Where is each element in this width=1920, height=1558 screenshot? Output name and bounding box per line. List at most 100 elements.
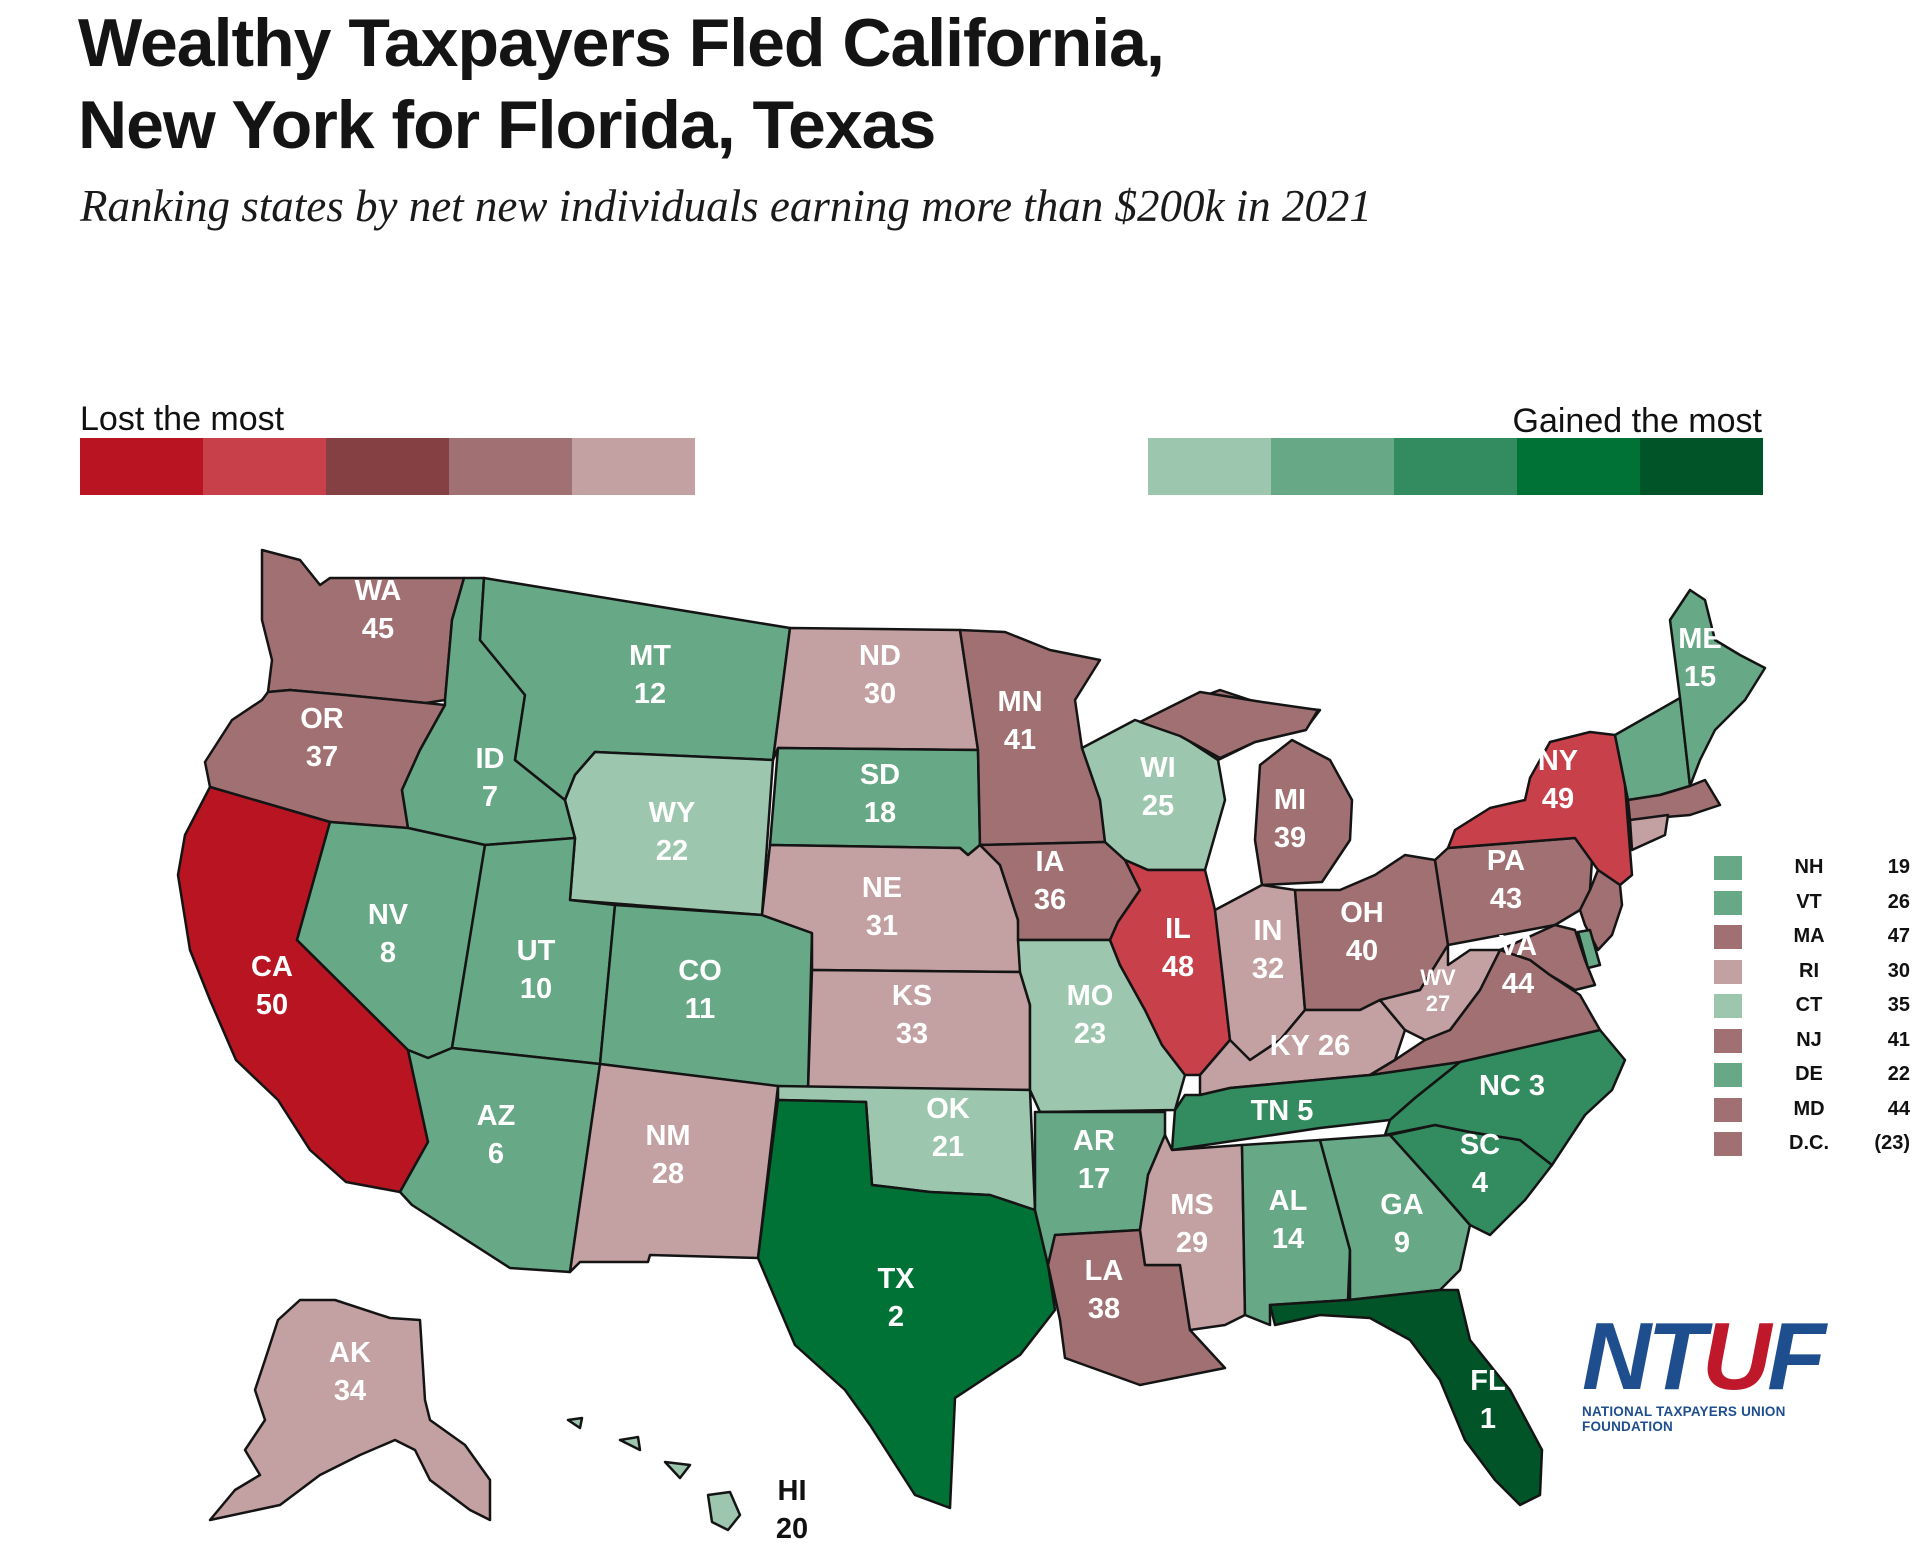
state-rank-nd: 30 [864, 678, 896, 710]
state-abbr-oh: OH [1340, 897, 1384, 929]
gained-swatch [1148, 438, 1271, 495]
state-hi-1 [706, 1490, 742, 1532]
state-rank-hi: 20 [776, 1513, 808, 1545]
state-hi-4 [566, 1416, 584, 1430]
state-abbr-mn: MN [997, 686, 1042, 718]
state-abbr-il: IL [1165, 913, 1191, 945]
small-state-abbr: NJ [1796, 1028, 1822, 1051]
state-abbr-ok: OK [926, 1093, 970, 1125]
small-state-abbr: MD [1793, 1097, 1825, 1120]
small-state-swatch [1714, 959, 1742, 984]
small-state-row: MD 44 [1714, 1097, 1914, 1133]
chart-title: Wealthy Taxpayers Fled California, New Y… [78, 2, 1165, 166]
state-rank-mo: 23 [1074, 1018, 1106, 1050]
state-rank-al: 14 [1272, 1223, 1304, 1255]
state-rank-ok: 21 [932, 1131, 964, 1163]
state-abbr-fl: FL [1470, 1365, 1505, 1397]
small-state-abbr: RI [1799, 959, 1819, 982]
state-mi-lower [1253, 738, 1354, 887]
state-ms [1138, 1133, 1247, 1332]
small-state-abbr: CT [1795, 994, 1823, 1016]
state-abbr-wa: WA [355, 575, 402, 607]
ntuf-logo: NTUF NATIONAL TAXPAYERS UNION FOUNDATION [1582, 1303, 1842, 1435]
logo-organization-name: NATIONAL TAXPAYERS UNION FOUNDATION [1582, 1404, 1786, 1434]
small-state-rank: 26 [1887, 890, 1910, 913]
small-state-row: MA 47 [1714, 925, 1914, 960]
state-abbr-va: VA [1499, 930, 1537, 962]
state-abbr-ut: UT [517, 935, 556, 967]
state-rank-fl: 1 [1480, 1403, 1496, 1435]
state-rank-nv: 8 [380, 937, 396, 969]
state-tx [756, 1098, 1057, 1510]
state-rank-az: 6 [488, 1138, 504, 1170]
small-state-rank: 44 [1887, 1097, 1910, 1120]
state-rank-wy: 22 [656, 835, 688, 867]
state-ne-small [1613, 696, 1692, 802]
state-wv [1378, 943, 1502, 1042]
state-rank-ms: 29 [1176, 1227, 1208, 1259]
state-rank-ne: 31 [866, 910, 898, 942]
gained-most-label: Gained the most [1512, 402, 1762, 440]
state-abbr-ga: GA [1380, 1189, 1424, 1221]
state-rank: 5 [1297, 1095, 1313, 1127]
state-abbr-co: CO [678, 955, 722, 987]
small-state-rank: 41 [1887, 1028, 1910, 1051]
state-abbr-nv: NV [368, 899, 409, 931]
title-line-1: Wealthy Taxpayers Fled California, [78, 5, 1165, 81]
small-state-swatch [1714, 890, 1742, 915]
state-abbr-pa: PA [1487, 845, 1525, 877]
state-label-tn: TN 5 [1251, 1095, 1314, 1127]
small-state-row: CT 35 [1714, 994, 1914, 1029]
state-rank-id: 7 [482, 781, 498, 813]
state-abbr-sc: SC [1460, 1129, 1500, 1161]
lost-swatch [449, 438, 572, 495]
state-abbr-wi: WI [1140, 752, 1175, 784]
state-label-nc: NC 3 [1479, 1070, 1545, 1102]
state-me [1668, 588, 1767, 788]
state-rank: 3 [1529, 1070, 1545, 1102]
small-state-swatch [1714, 994, 1742, 1018]
state-mi-upper [1138, 690, 1320, 760]
state-rank-ny: 49 [1542, 783, 1574, 815]
state-rank-co: 11 [685, 993, 716, 1025]
ntuf-logo-mark: NTUF [1582, 1303, 1826, 1410]
state-rank-pa: 43 [1490, 883, 1522, 915]
state-rank-wv: 27 [1426, 991, 1450, 1016]
state-abbr-ms: MS [1170, 1189, 1214, 1221]
small-state-swatch [1714, 1097, 1742, 1122]
state-hi-3 [618, 1435, 642, 1452]
state-wa [260, 548, 466, 705]
state-abbr: NC [1479, 1070, 1521, 1102]
lost-most-label: Lost the most [80, 400, 285, 438]
state-rank-ca: 50 [256, 989, 288, 1021]
small-state-swatch [1714, 1028, 1742, 1053]
state-rank-or: 37 [306, 741, 338, 773]
state-rank-il: 48 [1162, 951, 1194, 983]
state-abbr-mt: MT [629, 640, 671, 672]
small-state-rank: 47 [1887, 925, 1910, 947]
state-rank-la: 38 [1088, 1293, 1120, 1325]
state-abbr-ia: IA [1036, 846, 1065, 878]
gained-color-scale [1148, 438, 1763, 495]
lost-swatch [80, 438, 203, 495]
state-abbr: KY [1270, 1030, 1310, 1062]
state-abbr-mi: MI [1274, 784, 1306, 816]
state-rank-mi: 39 [1274, 822, 1306, 854]
state-ak [208, 1298, 492, 1522]
state-label-ky: KY 26 [1270, 1030, 1351, 1062]
state-rank-in: 32 [1252, 953, 1284, 985]
state-rank-ut: 10 [520, 973, 552, 1005]
small-state-row: D.C. (23) [1714, 1132, 1914, 1167]
state-abbr-wy: WY [649, 797, 696, 829]
state-abbr-ny: NY [1538, 745, 1578, 777]
small-state-rank: 22 [1887, 1063, 1910, 1085]
state-abbr-or: OR [300, 703, 344, 735]
state-wy [563, 750, 775, 917]
small-state-swatch [1714, 1132, 1742, 1156]
state-abbr-ks: KS [892, 980, 932, 1012]
gained-swatch [1517, 438, 1640, 495]
state-abbr-me: ME [1678, 623, 1722, 655]
state-de [1576, 928, 1602, 970]
state-abbr-ca: CA [251, 951, 293, 983]
state-rank-me: 15 [1684, 661, 1716, 693]
